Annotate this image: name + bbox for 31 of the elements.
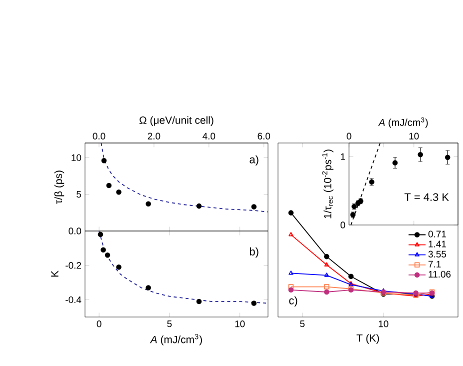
y-tick-label: 10 — [72, 154, 82, 162]
x2-tick-label: 6.0 — [258, 132, 270, 140]
y-axis-title: K — [51, 270, 58, 277]
x2-tick-label: 2.0 — [148, 132, 160, 140]
x-tick-label: 5 — [167, 320, 172, 328]
y-tick-label: -0.2 — [66, 262, 82, 269]
annotation: c) — [289, 296, 298, 307]
annotation: T = 4.3 K — [404, 193, 449, 201]
x2-tick-label: 4.0 — [202, 132, 216, 140]
y-tick-label: 1 — [340, 153, 346, 160]
y-tick-label: 5 — [76, 191, 82, 198]
legend-label: 0.71 — [428, 230, 446, 238]
x-axis-title: A (mJ/cm$^{3}$) — [378, 117, 428, 128]
y-tick-label: -0.4 — [66, 296, 82, 304]
y-tick-label: 0.0 — [68, 228, 82, 234]
x-axis-title: T (K) — [356, 334, 379, 344]
x2-tick-label: 0.0 — [92, 132, 106, 140]
x-tick-label: 5 — [300, 320, 305, 328]
x-axis-title: A (mJ/cm$^{3}$) — [150, 334, 202, 346]
y-axis-title: 1/τ$_{rec}$ (10$^{-2}$ps$^{-1}$) — [322, 150, 334, 218]
x-tick-label: 10 — [378, 320, 388, 328]
x2-axis-title: Ω (μeV/unit cell) — [139, 116, 214, 126]
annotation: b) — [250, 247, 258, 258]
annotation: a) — [250, 155, 258, 166]
legend-label: 7.1 — [428, 260, 441, 268]
y-axis-title: τ/β (ps) — [54, 170, 64, 204]
x-tick-label: 0 — [96, 320, 102, 328]
legend-label: 3.55 — [428, 250, 446, 258]
x-tick-label: 10 — [235, 320, 245, 328]
legend-label: 11.06 — [428, 270, 451, 278]
legend-label: 1.41 — [428, 240, 446, 248]
